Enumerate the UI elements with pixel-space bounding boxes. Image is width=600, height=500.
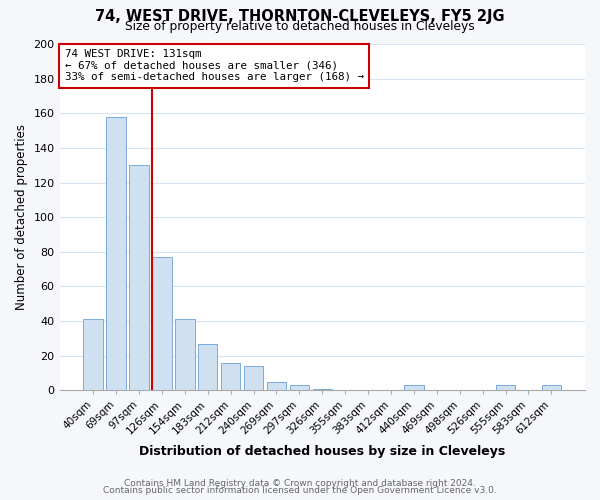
Text: Size of property relative to detached houses in Cleveleys: Size of property relative to detached ho… (125, 20, 475, 33)
Bar (198, 344, 217, 390)
Text: Contains HM Land Registry data © Crown copyright and database right 2024.: Contains HM Land Registry data © Crown c… (124, 478, 476, 488)
Text: Contains public sector information licensed under the Open Government Licence v3: Contains public sector information licen… (103, 486, 497, 495)
Bar (221, 362, 241, 390)
Bar (290, 385, 309, 390)
Bar (542, 385, 561, 390)
Bar (267, 382, 286, 390)
Bar (152, 257, 172, 390)
X-axis label: Distribution of detached houses by size in Cleveleys: Distribution of detached houses by size … (139, 444, 505, 458)
Bar (129, 165, 149, 390)
Bar (313, 388, 332, 390)
Text: 74, WEST DRIVE, THORNTON-CLEVELEYS, FY5 2JG: 74, WEST DRIVE, THORNTON-CLEVELEYS, FY5 … (95, 9, 505, 24)
Bar (83, 320, 103, 390)
Bar (496, 385, 515, 390)
Bar (106, 116, 126, 390)
Bar (244, 366, 263, 390)
Text: 74 WEST DRIVE: 131sqm
← 67% of detached houses are smaller (346)
33% of semi-det: 74 WEST DRIVE: 131sqm ← 67% of detached … (65, 49, 364, 82)
Bar (404, 385, 424, 390)
Bar (175, 320, 194, 390)
Y-axis label: Number of detached properties: Number of detached properties (15, 124, 28, 310)
